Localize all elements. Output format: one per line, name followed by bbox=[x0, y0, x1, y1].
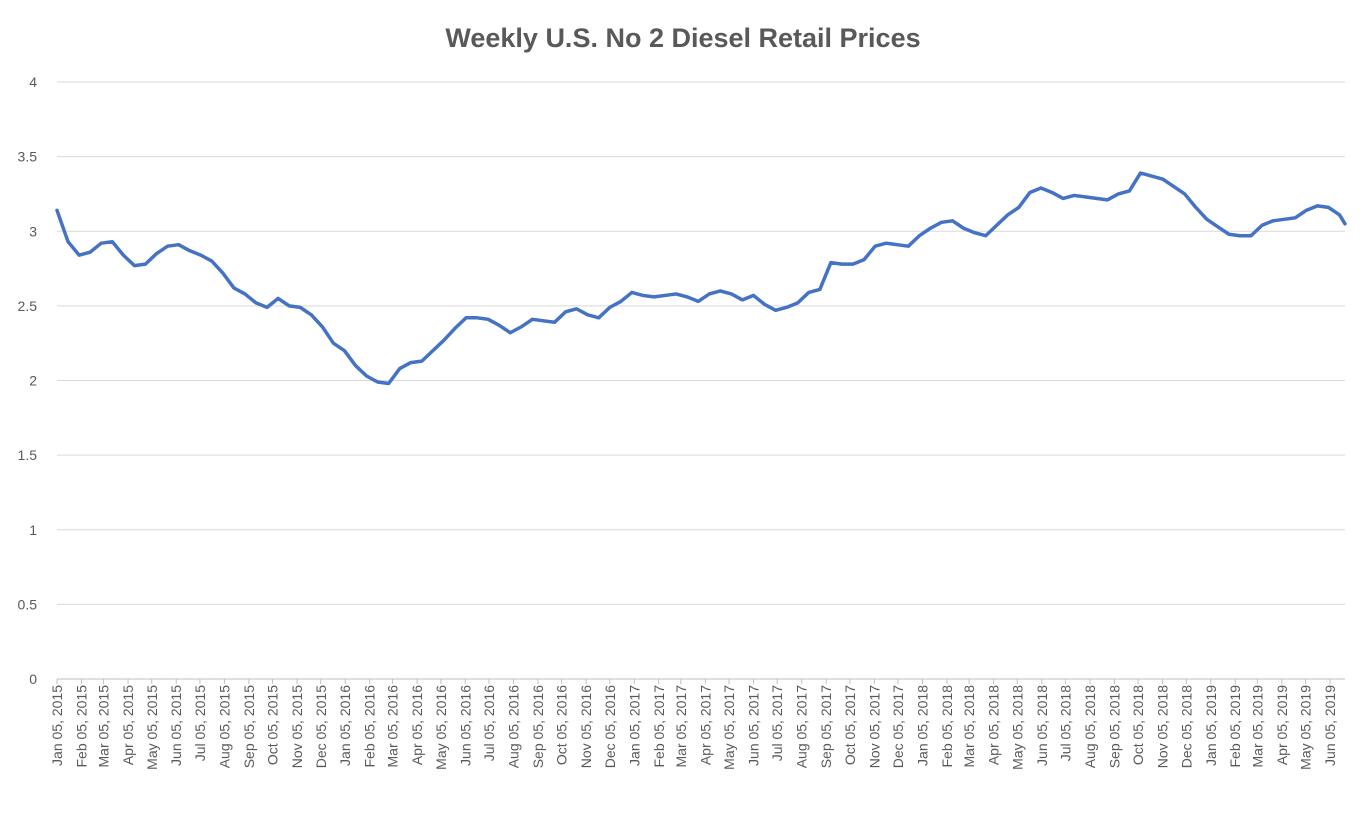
y-tick-label: 1.5 bbox=[18, 447, 38, 463]
x-tick-label: Feb 05, 2018 bbox=[939, 685, 955, 768]
x-tick-label: Mar 05, 2016 bbox=[385, 685, 401, 768]
x-tick-label: Feb 05, 2016 bbox=[362, 685, 378, 768]
x-tick-label: Oct 05, 2017 bbox=[842, 685, 858, 765]
y-tick-label: 0.5 bbox=[18, 596, 38, 612]
x-tick-label: Nov 05, 2016 bbox=[578, 685, 594, 768]
x-tick-label: Mar 05, 2017 bbox=[673, 685, 689, 768]
x-tick-label: Jul 05, 2018 bbox=[1057, 685, 1073, 761]
x-tick-label: Feb 05, 2017 bbox=[651, 685, 667, 768]
y-tick-label: 4 bbox=[29, 74, 37, 90]
x-tick-label: May 05, 2017 bbox=[721, 685, 737, 770]
x-tick-label: Dec 05, 2016 bbox=[602, 685, 618, 768]
x-tick-label: Aug 05, 2018 bbox=[1082, 685, 1098, 769]
x-tick-label: Jan 05, 2018 bbox=[915, 685, 931, 766]
x-tick-label: Mar 05, 2019 bbox=[1249, 685, 1265, 768]
x-tick-label: May 05, 2015 bbox=[144, 685, 160, 770]
x-tick-label: Jun 05, 2015 bbox=[168, 685, 184, 766]
y-tick-label: 2.5 bbox=[18, 298, 38, 314]
x-tick-label: Sep 05, 2018 bbox=[1106, 685, 1122, 769]
x-tick-label: Jun 05, 2018 bbox=[1034, 685, 1050, 766]
x-tick-label: Oct 05, 2015 bbox=[265, 685, 281, 765]
x-tick-label: Dec 05, 2015 bbox=[313, 685, 329, 768]
x-tick-label: Jan 05, 2015 bbox=[49, 685, 65, 766]
x-tick-label: Mar 05, 2018 bbox=[961, 685, 977, 768]
y-tick-label: 3.5 bbox=[18, 149, 38, 165]
data-line bbox=[55, 171, 1347, 386]
x-tick-label: Aug 05, 2017 bbox=[794, 685, 810, 769]
x-tick-label: Jun 05, 2019 bbox=[1322, 685, 1338, 766]
x-tick-label: Sep 05, 2015 bbox=[241, 685, 257, 769]
x-tick-label: Dec 05, 2017 bbox=[890, 685, 906, 768]
x-tick-label: May 05, 2016 bbox=[433, 685, 449, 770]
x-tick-label: Jan 05, 2019 bbox=[1203, 685, 1219, 766]
x-tick-label: Sep 05, 2017 bbox=[818, 685, 834, 769]
y-tick-label: 3 bbox=[29, 223, 37, 239]
x-tick-label: Apr 05, 2017 bbox=[697, 685, 713, 765]
x-tick-label: Jan 05, 2016 bbox=[337, 685, 353, 766]
chart-title: Weekly U.S. No 2 Diesel Retail Prices bbox=[445, 23, 920, 53]
x-tick-label: Sep 05, 2016 bbox=[530, 685, 546, 769]
x-tick-label: Jul 05, 2016 bbox=[481, 685, 497, 761]
y-tick-label: 2 bbox=[29, 373, 37, 389]
x-tick-label: Jan 05, 2017 bbox=[626, 685, 642, 766]
x-tick-label: Mar 05, 2015 bbox=[96, 685, 112, 768]
x-tick-label: Nov 05, 2017 bbox=[866, 685, 882, 768]
x-tick-label: Jul 05, 2017 bbox=[769, 685, 785, 761]
x-tick-label: Jun 05, 2017 bbox=[746, 685, 762, 766]
x-tick-label: May 05, 2018 bbox=[1009, 685, 1025, 770]
x-tick-label: Apr 05, 2015 bbox=[120, 685, 136, 765]
x-tick-label: Oct 05, 2018 bbox=[1130, 685, 1146, 765]
x-tick-label: Apr 05, 2019 bbox=[1274, 685, 1290, 765]
x-tick-label: Oct 05, 2016 bbox=[554, 685, 570, 765]
x-tick-label: Feb 05, 2015 bbox=[73, 685, 89, 768]
x-tick-label: Apr 05, 2016 bbox=[409, 685, 425, 765]
x-tick-label: Apr 05, 2018 bbox=[986, 685, 1002, 765]
x-tick-label: May 05, 2019 bbox=[1298, 685, 1314, 770]
x-tick-label: Nov 05, 2015 bbox=[289, 685, 305, 768]
x-tick-label: Dec 05, 2018 bbox=[1178, 685, 1194, 768]
x-tick-label: Feb 05, 2019 bbox=[1227, 685, 1243, 768]
x-tick-label: Nov 05, 2018 bbox=[1155, 685, 1171, 768]
y-tick-label: 1 bbox=[29, 522, 37, 538]
x-tick-label: Aug 05, 2016 bbox=[505, 685, 521, 769]
x-tick-label: Jul 05, 2015 bbox=[192, 685, 208, 761]
x-tick-label: Jun 05, 2016 bbox=[457, 685, 473, 766]
x-tick-label: Aug 05, 2015 bbox=[216, 685, 232, 769]
y-tick-label: 0 bbox=[29, 671, 37, 687]
